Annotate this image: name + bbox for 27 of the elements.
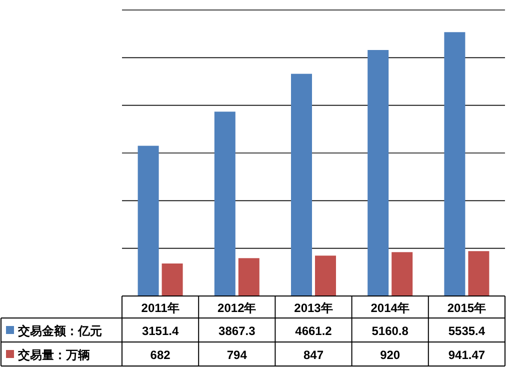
bar [444,32,466,296]
data-label: 682 [150,348,171,362]
bar [468,251,490,296]
bar [138,146,159,296]
bar [162,263,183,296]
data-label: 5535.4 [448,324,486,338]
data-label: 847 [303,348,324,362]
data-label: 920 [380,348,400,362]
bar [392,252,413,296]
data-label: 5160.8 [372,324,409,338]
data-label: 794 [226,348,248,362]
data-label: 3151.4 [142,324,179,338]
bar [214,112,236,296]
bar [315,256,336,296]
data-label: 3867.3 [218,324,256,338]
data-label: 4661.2 [295,324,332,338]
legend-label: 交易金额：亿元 [17,324,102,338]
x-tick-label: 2015年 [447,301,486,315]
bar [368,50,389,296]
x-tick-label: 2012年 [218,301,256,315]
x-tick-label: 2011年 [141,301,180,315]
bar [291,74,312,296]
legend-label: 交易量：万辆 [17,348,90,362]
data-label: 941.47 [448,348,486,362]
x-tick-label: 2014年 [370,301,410,315]
x-tick-label: 2013年 [294,301,333,315]
bar [238,258,260,296]
